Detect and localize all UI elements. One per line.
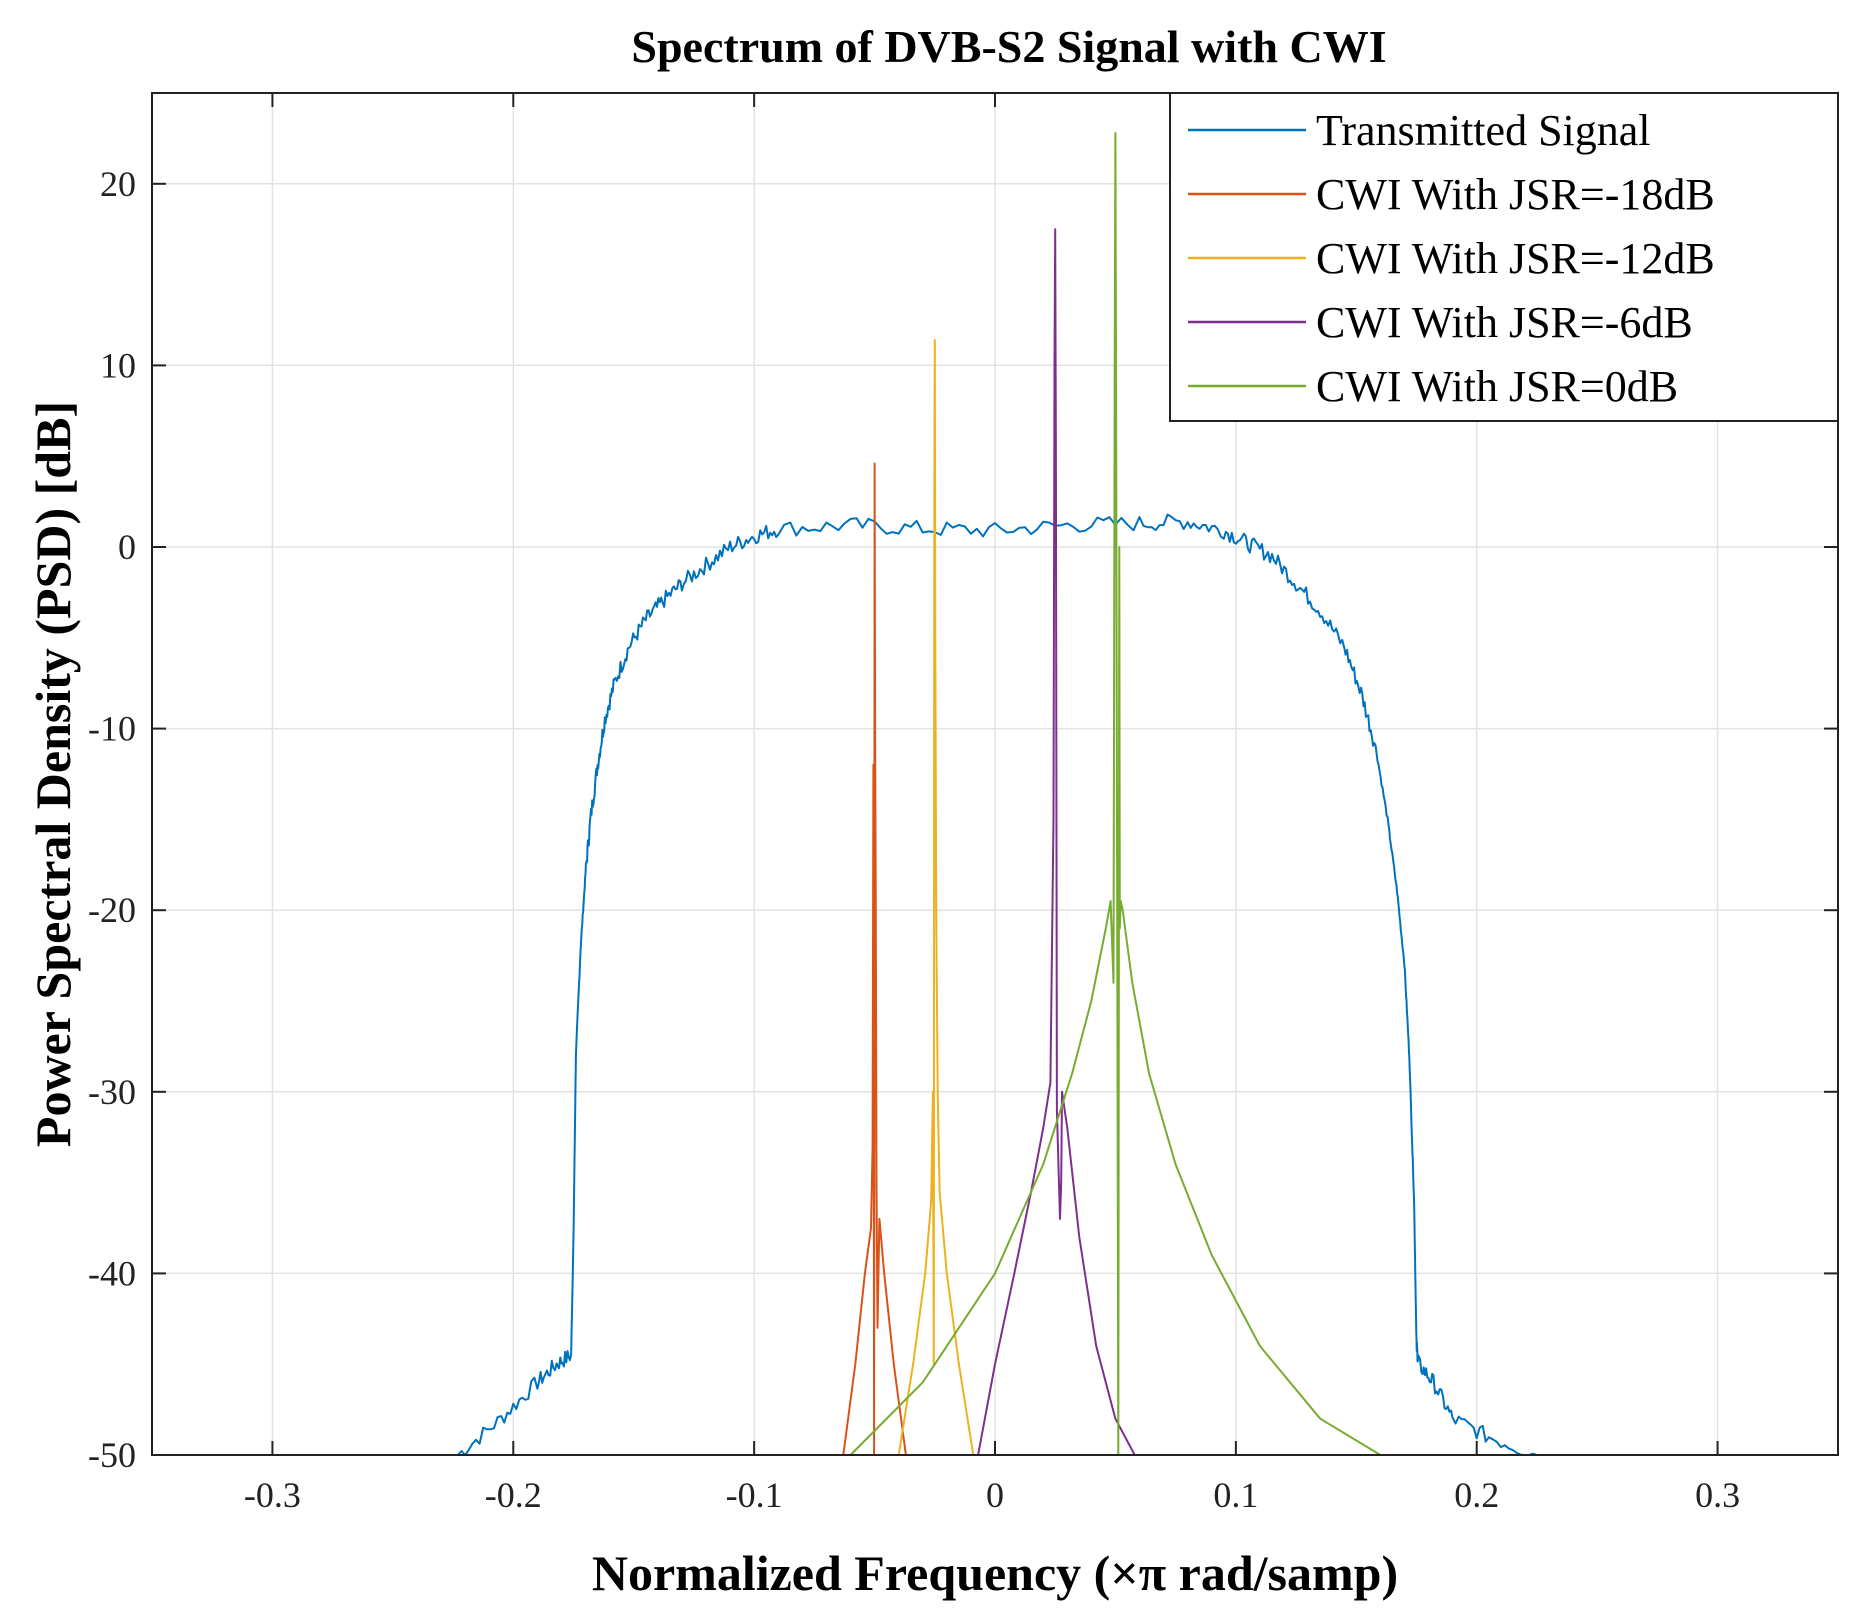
series-line-cwi-with-jsr-18db	[842, 462, 907, 1456]
x-tick-label: 0.1	[1213, 1475, 1258, 1515]
series-line-cwi-with-jsr-0db	[849, 132, 1381, 1456]
legend-label: CWI With JSR=-18dB	[1316, 170, 1715, 219]
y-tick-label: -20	[88, 890, 136, 930]
y-tick-label: -40	[88, 1253, 136, 1293]
legend: Transmitted Signal CWI With JSR=-18dB CWI …	[1169, 92, 1839, 422]
y-tick-label: 0	[118, 527, 136, 567]
series-lines	[457, 132, 1538, 1456]
legend-label: CWI With JSR=-6dB	[1316, 298, 1693, 347]
x-tick-label: -0.3	[244, 1475, 301, 1515]
y-tick-label: -30	[88, 1072, 136, 1112]
y-tick-label: 20	[100, 164, 136, 204]
chart-title: Spectrum of DVB-S2 Signal with CWI	[631, 21, 1386, 72]
y-axis-label: Power Spectral Density (PSD) [dB]	[25, 401, 81, 1147]
legend-label: CWI With JSR=0dB	[1316, 362, 1678, 411]
axis-ticks: -0.3 -0.2 -0.1 0 0.1 0.2 0.3 -50 -40 -30 -20 -10 0 10…	[88, 93, 1838, 1515]
series-line-transmitted-signal	[457, 513, 1538, 1456]
y-tick-label: -50	[88, 1435, 136, 1475]
y-tick-label: 10	[100, 345, 136, 385]
x-axis-label: Normalized Frequency (×π rad/samp)	[592, 1545, 1398, 1601]
x-tick-label: -0.2	[485, 1475, 542, 1515]
legend-label: CWI With JSR=-12dB	[1316, 234, 1715, 283]
series-line-cwi-with-jsr-12db	[897, 339, 975, 1456]
x-tick-label: 0	[986, 1475, 1004, 1515]
y-tick-label: -10	[88, 709, 136, 749]
x-tick-label: 0.3	[1695, 1475, 1740, 1515]
legend-label: Transmitted Signal	[1316, 106, 1651, 155]
x-tick-label: -0.1	[726, 1475, 783, 1515]
x-tick-label: 0.2	[1454, 1475, 1499, 1515]
